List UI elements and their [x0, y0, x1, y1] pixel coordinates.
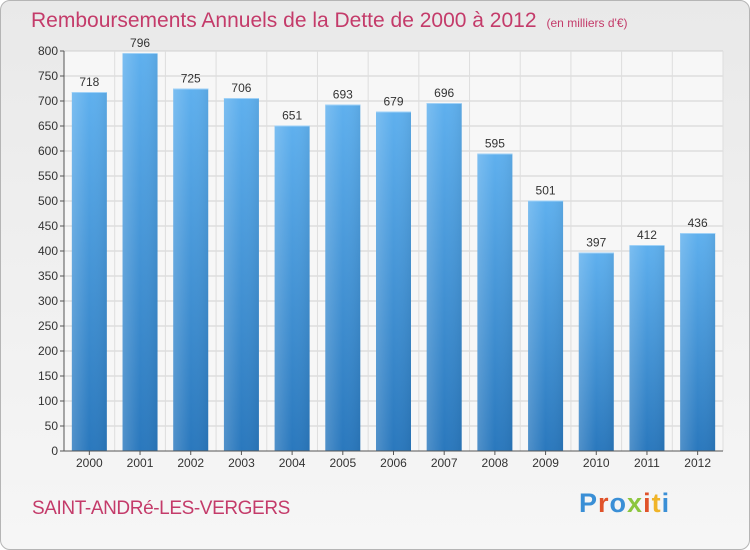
- bar-value-label: 501: [536, 184, 556, 198]
- logo-letter: i: [643, 488, 652, 518]
- x-tick-label: 2003: [228, 456, 255, 470]
- y-tick-label: 0: [51, 444, 58, 458]
- x-tick-label: 2007: [431, 456, 458, 470]
- y-tick-label: 300: [38, 294, 58, 308]
- bar-sheen: [122, 53, 158, 451]
- bar-value-label: 725: [181, 72, 201, 86]
- bar-value-label: 651: [282, 109, 302, 123]
- bar-value-label: 696: [434, 86, 454, 100]
- x-tick-label: 2009: [532, 456, 559, 470]
- logo-letter: i: [661, 488, 671, 518]
- x-tick-label: 2002: [177, 456, 204, 470]
- logo-letter: r: [598, 488, 610, 518]
- bar-sheen: [426, 103, 462, 451]
- bar-value-label: 796: [130, 36, 150, 50]
- x-tick-label: 2008: [482, 456, 509, 470]
- y-tick-label: 50: [45, 419, 59, 433]
- x-tick-label: 2001: [127, 456, 154, 470]
- proxiti-logo: Proxiti: [579, 488, 670, 519]
- y-tick-label: 750: [38, 69, 58, 83]
- y-tick-label: 450: [38, 219, 58, 233]
- x-tick-label: 2006: [380, 456, 407, 470]
- y-tick-label: 800: [38, 44, 58, 58]
- bar-value-label: 412: [637, 228, 657, 242]
- chart-title-text: Remboursements Annuels de la Dette de 20…: [31, 9, 537, 32]
- x-tick-label: 2010: [583, 456, 610, 470]
- bar-sheen: [223, 98, 259, 451]
- y-tick-label: 650: [38, 119, 58, 133]
- y-tick-label: 600: [38, 144, 58, 158]
- y-tick-label: 250: [38, 319, 58, 333]
- bar-value-label: 436: [688, 216, 708, 230]
- bar-sheen: [325, 104, 361, 451]
- x-tick-label: 2000: [76, 456, 103, 470]
- chart-subtitle: (en milliers d'€): [546, 16, 628, 30]
- bar-sheen: [477, 153, 513, 451]
- bar-value-label: 679: [383, 95, 403, 109]
- logo-letter: o: [609, 488, 628, 518]
- bar-sheen: [680, 233, 716, 451]
- x-tick-label: 2005: [329, 456, 356, 470]
- bar-sheen: [274, 125, 310, 451]
- location-name: SAINT-ANDRé-LES-VERGERS: [32, 498, 290, 519]
- y-tick-label: 400: [38, 244, 58, 258]
- x-tick-label: 2012: [684, 456, 711, 470]
- x-tick-label: 2004: [279, 456, 306, 470]
- logo-letter: t: [651, 488, 662, 518]
- y-tick-label: 200: [38, 344, 58, 358]
- y-tick-label: 550: [38, 169, 58, 183]
- y-tick-label: 100: [38, 394, 58, 408]
- y-tick-label: 350: [38, 269, 58, 283]
- bar-sheen: [528, 200, 564, 451]
- chart-title: Remboursements Annuels de la Dette de 20…: [31, 9, 628, 33]
- y-tick-label: 500: [38, 194, 58, 208]
- bar-value-label: 706: [231, 81, 251, 95]
- y-tick-label: 150: [38, 369, 58, 383]
- bar-sheen: [376, 111, 411, 451]
- bar-sheen: [71, 92, 107, 451]
- bar-sheen: [578, 252, 614, 451]
- bar-value-label: 718: [79, 75, 99, 89]
- bar-sheen: [173, 88, 209, 451]
- y-tick-label: 700: [38, 94, 58, 108]
- bar-value-label: 693: [333, 88, 353, 102]
- logo-letter: x: [627, 488, 644, 518]
- bar-value-label: 595: [485, 137, 505, 151]
- bar-value-label: 397: [586, 236, 606, 250]
- bar-sheen: [629, 245, 665, 451]
- logo-letter: P: [579, 488, 599, 518]
- x-tick-label: 2011: [634, 456, 660, 470]
